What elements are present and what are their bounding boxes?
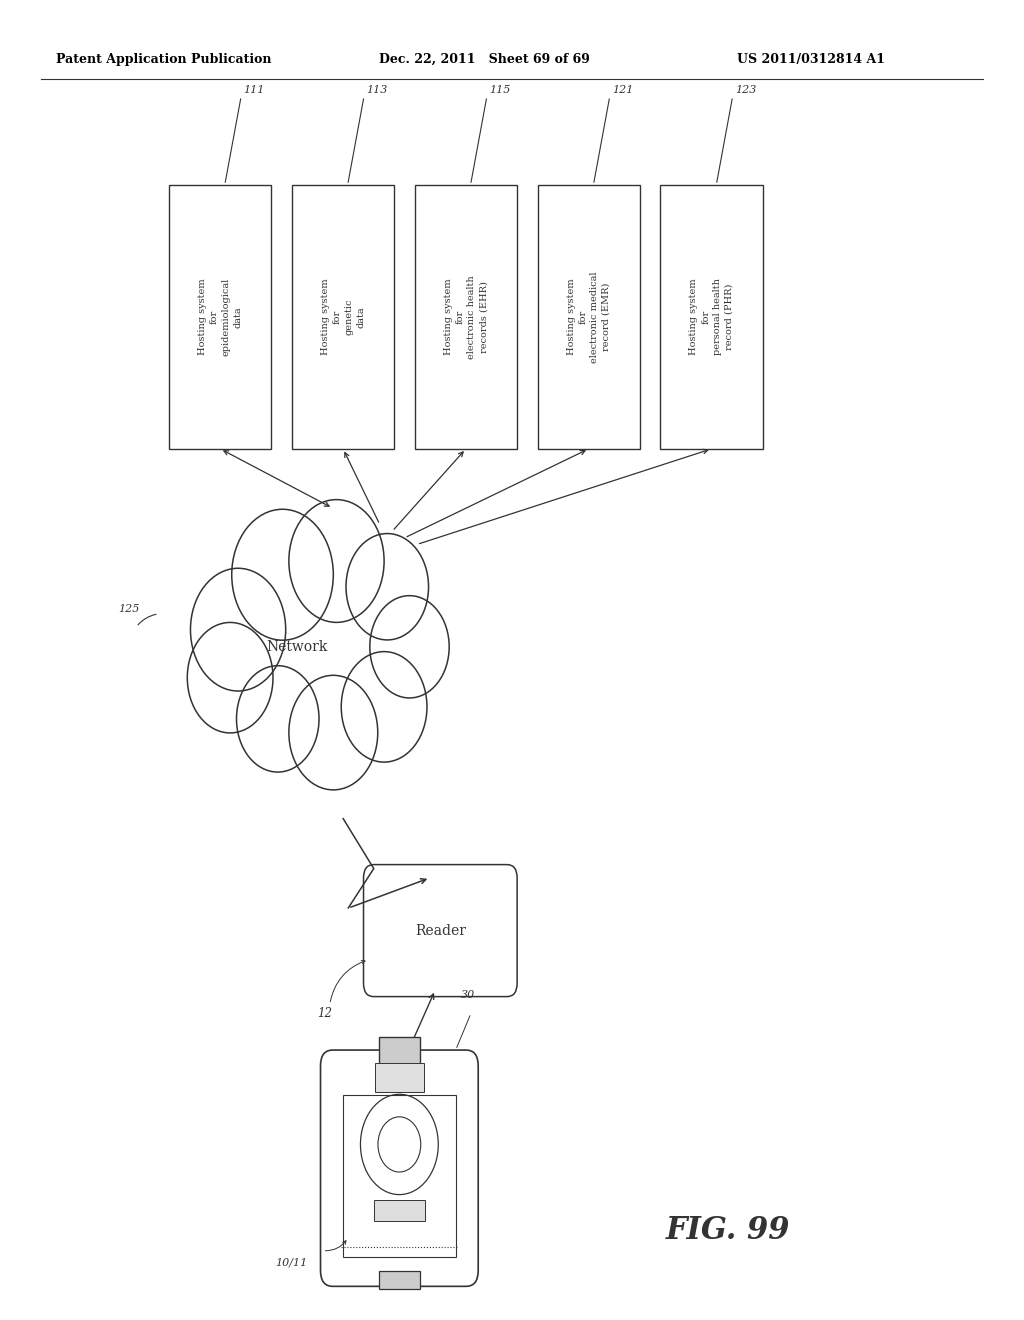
Circle shape bbox=[370, 595, 450, 698]
FancyBboxPatch shape bbox=[375, 1063, 424, 1092]
Text: 10/11: 10/11 bbox=[275, 1257, 307, 1267]
FancyBboxPatch shape bbox=[343, 1096, 456, 1257]
Circle shape bbox=[187, 623, 273, 733]
Text: Hosting system
for
genetic
data: Hosting system for genetic data bbox=[321, 279, 366, 355]
FancyBboxPatch shape bbox=[321, 1051, 478, 1286]
Text: Dec. 22, 2011   Sheet 69 of 69: Dec. 22, 2011 Sheet 69 of 69 bbox=[379, 53, 590, 66]
FancyBboxPatch shape bbox=[364, 865, 517, 997]
Circle shape bbox=[346, 533, 428, 640]
Text: Network: Network bbox=[266, 640, 328, 653]
Circle shape bbox=[237, 665, 319, 772]
Text: 30: 30 bbox=[461, 990, 475, 1001]
Circle shape bbox=[341, 652, 427, 762]
Text: FIG. 99: FIG. 99 bbox=[666, 1214, 791, 1246]
Text: 12: 12 bbox=[317, 1007, 333, 1020]
FancyBboxPatch shape bbox=[292, 185, 394, 449]
Text: Hosting system
for
electronic medical
record (EMR): Hosting system for electronic medical re… bbox=[566, 271, 611, 363]
Text: 115: 115 bbox=[489, 84, 511, 95]
Circle shape bbox=[289, 676, 378, 789]
Text: Patent Application Publication: Patent Application Publication bbox=[56, 53, 271, 66]
FancyBboxPatch shape bbox=[379, 1270, 420, 1288]
Circle shape bbox=[190, 568, 286, 692]
Text: Hosting system
for
personal health
record (PHR): Hosting system for personal health recor… bbox=[689, 279, 734, 355]
FancyBboxPatch shape bbox=[374, 1200, 425, 1221]
Text: 113: 113 bbox=[367, 84, 388, 95]
Text: 121: 121 bbox=[612, 84, 634, 95]
Text: Hosting system
for
epidemiological
data: Hosting system for epidemiological data bbox=[198, 277, 243, 356]
FancyBboxPatch shape bbox=[379, 1038, 420, 1067]
Text: 125: 125 bbox=[118, 603, 139, 614]
FancyBboxPatch shape bbox=[415, 185, 517, 449]
Circle shape bbox=[289, 500, 384, 623]
Circle shape bbox=[231, 510, 333, 640]
FancyBboxPatch shape bbox=[660, 185, 763, 449]
Text: US 2011/0312814 A1: US 2011/0312814 A1 bbox=[737, 53, 886, 66]
Text: 123: 123 bbox=[735, 84, 757, 95]
Text: Reader: Reader bbox=[415, 924, 466, 937]
FancyBboxPatch shape bbox=[169, 185, 271, 449]
FancyBboxPatch shape bbox=[538, 185, 640, 449]
Text: Hosting system
for
electronic health
records (EHR): Hosting system for electronic health rec… bbox=[443, 275, 488, 359]
Text: 111: 111 bbox=[244, 84, 265, 95]
